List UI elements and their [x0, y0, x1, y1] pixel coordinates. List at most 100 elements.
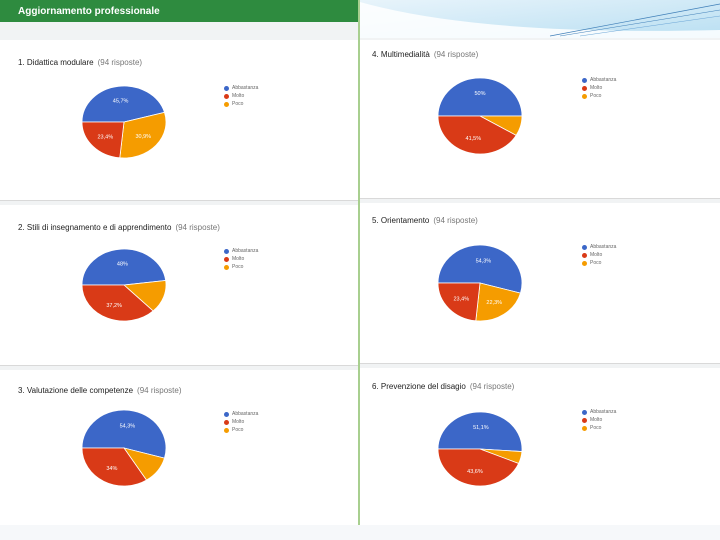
question-title: 2. Stili di insegnamento e di apprendime… — [18, 223, 220, 232]
pie-slice-molto — [81, 447, 148, 487]
question-panel-2: 2. Stili di insegnamento e di apprendime… — [0, 205, 358, 366]
legend-dot-icon — [224, 248, 229, 254]
slice-data-label: 50% — [474, 91, 485, 97]
question-title: 3. Valutazione delle competenze (94 rispo… — [18, 386, 182, 395]
legend-label: Poco — [590, 93, 602, 99]
legend-label: Molto — [232, 93, 245, 99]
legend-dot-icon — [224, 101, 229, 107]
pie-slice-poco — [119, 111, 167, 159]
legend-entry: Abbastanza — [224, 84, 258, 92]
question-panel-1: 1. Didattica modulare (94 risposte) 45,7%… — [0, 40, 358, 201]
pie-chart-2: 48% 37,2% — [81, 248, 167, 322]
slice-data-label: 54,3% — [476, 258, 492, 264]
slice-data-label: 23,4% — [98, 134, 114, 140]
legend-entry: Molto — [582, 416, 616, 424]
chart-legend: Abbastanza Molto Poco — [582, 243, 616, 267]
pie-slice-abbastanza — [437, 244, 523, 294]
legend-dot-icon — [582, 260, 587, 266]
legend-dot-icon — [224, 256, 229, 262]
slice-data-label: 43,6% — [467, 469, 483, 475]
pie-slice-molto — [81, 121, 125, 159]
slice-data-label: 30,9% — [135, 134, 151, 140]
legend-entry: Abbastanza — [224, 247, 258, 255]
legend-dot-icon — [224, 411, 229, 417]
legend-entry: Molto — [224, 92, 258, 100]
chart-legend: Abbastanza Molto Poco — [582, 408, 616, 432]
legend-label: Molto — [232, 419, 245, 425]
slice-data-label: 54,3% — [120, 423, 136, 429]
footer-strip — [0, 525, 720, 540]
legend-entry: Poco — [224, 263, 258, 271]
legend-entry: Poco — [224, 426, 258, 434]
legend-label: Molto — [590, 85, 603, 91]
pie-chart-6: 51,1% 43,6% — [437, 411, 523, 487]
slice-data-label: 51,1% — [473, 425, 489, 431]
pie-chart-4: 50% 41,5% — [437, 77, 523, 155]
legend-label: Poco — [232, 101, 244, 107]
pie-slice-abbastanza — [81, 85, 165, 123]
legend-entry: Abbastanza — [582, 76, 616, 84]
legend-entry: Molto — [582, 84, 616, 92]
legend-entry: Abbastanza — [224, 410, 258, 418]
pie-chart-1: 45,7% 30,9% 23,4% — [81, 85, 167, 159]
legend-label: Poco — [590, 425, 602, 431]
legend-label: Molto — [590, 417, 603, 423]
legend-dot-icon — [582, 244, 587, 250]
pie-slice-abbastanza — [81, 409, 167, 459]
legend-entry: Abbastanza — [582, 243, 616, 251]
pie-slice-abbastanza — [437, 411, 523, 452]
legend-entry: Molto — [582, 251, 616, 259]
slice-data-label: 22,3% — [486, 300, 502, 306]
legend-dot-icon — [582, 417, 587, 423]
legend-dot-icon — [224, 93, 229, 99]
pie-slice-poco — [475, 282, 521, 322]
legend-dot-icon — [582, 252, 587, 258]
legend-entry: Poco — [582, 92, 616, 100]
legend-label: Molto — [590, 252, 603, 258]
question-panel-5: 5. Orientamento (94 risposte) 54,3% 22,3% 2… — [360, 203, 720, 364]
legend-dot-icon — [224, 85, 229, 91]
question-panel-6: 6. Prevenzione del disagio (94 risposte) … — [360, 368, 720, 526]
legend-dot-icon — [582, 85, 587, 91]
pie-slice-molto — [437, 282, 481, 322]
slice-data-label: 48% — [117, 261, 128, 267]
legend-label: Abbastanza — [232, 248, 259, 254]
chart-legend: Abbastanza Molto Poco — [224, 84, 258, 108]
slice-data-label: 34% — [106, 466, 117, 472]
question-panel-3: 3. Valutazione delle competenze (94 rispo… — [0, 370, 358, 526]
legend-entry: Poco — [582, 424, 616, 432]
pie-slice-abbastanza — [81, 248, 167, 286]
chart-legend: Abbastanza Molto Poco — [582, 76, 616, 100]
legend-label: Poco — [590, 260, 602, 266]
slice-data-label: 45,7% — [113, 99, 129, 105]
pie-slice-molto — [81, 284, 154, 322]
page-header-title: Aggiornamento professionale — [18, 6, 160, 17]
legend-dot-icon — [224, 427, 229, 433]
slice-data-label: 23,4% — [454, 296, 470, 302]
legend-dot-icon — [582, 409, 587, 415]
legend-label: Abbastanza — [590, 77, 617, 83]
legend-dot-icon — [582, 93, 587, 99]
pie-slice-molto — [437, 448, 520, 487]
slice-data-label: 37,2% — [106, 303, 122, 309]
legend-label: Poco — [232, 427, 244, 433]
legend-entry: Abbastanza — [582, 408, 616, 416]
pie-chart-5: 54,3% 22,3% 23,4% — [437, 244, 523, 322]
legend-dot-icon — [224, 264, 229, 270]
legend-label: Abbastanza — [232, 85, 259, 91]
question-title: 4. Multimedialità (94 risposte) — [372, 50, 479, 59]
legend-label: Abbastanza — [590, 244, 617, 250]
pie-chart-3: 54,3% 34% — [81, 409, 167, 487]
slice-data-label: 41,5% — [466, 136, 482, 142]
legend-entry: Molto — [224, 255, 258, 263]
question-title: 6. Prevenzione del disagio (94 risposte) — [372, 382, 515, 391]
legend-dot-icon — [224, 419, 229, 425]
legend-entry: Poco — [582, 259, 616, 267]
legend-label: Poco — [232, 264, 244, 270]
legend-dot-icon — [582, 77, 587, 83]
legend-dot-icon — [582, 425, 587, 431]
decorative-banner — [360, 0, 720, 38]
legend-label: Abbastanza — [232, 411, 259, 417]
column-divider — [358, 0, 360, 540]
question-panel-4: 4. Multimedialità (94 risposte) 50% 41,5% … — [360, 40, 720, 199]
